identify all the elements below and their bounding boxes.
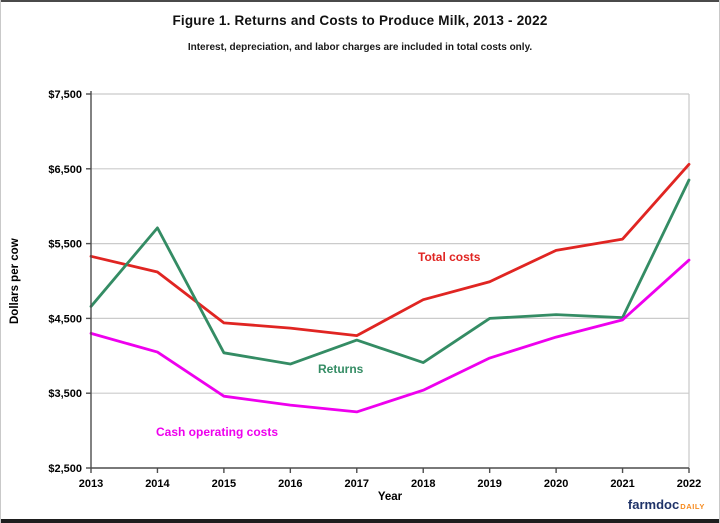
farmdoc-daily-logo: farmdocDAILY bbox=[628, 496, 705, 514]
svg-text:2020: 2020 bbox=[544, 478, 568, 490]
svg-text:$3,500: $3,500 bbox=[48, 388, 82, 400]
chart-subtitle: Interest, depreciation, and labor charge… bbox=[187, 42, 533, 53]
svg-text:2016: 2016 bbox=[278, 478, 302, 490]
chart-title: Figure 1. Returns and Costs to Produce M… bbox=[172, 13, 548, 28]
top-border bbox=[1, 0, 719, 2]
x-axis-title: Year bbox=[377, 491, 403, 503]
bottom-border bbox=[1, 519, 719, 523]
svg-text:$4,500: $4,500 bbox=[48, 313, 82, 325]
svg-text:$5,500: $5,500 bbox=[48, 239, 82, 251]
svg-text:2018: 2018 bbox=[411, 478, 435, 490]
svg-text:$6,500: $6,500 bbox=[48, 164, 82, 176]
series-label-cash-operating-costs: Cash operating costs bbox=[156, 425, 279, 439]
svg-text:2021: 2021 bbox=[610, 478, 634, 490]
svg-text:$2,500: $2,500 bbox=[48, 463, 82, 475]
svg-text:2017: 2017 bbox=[345, 478, 369, 490]
series-label-returns: Returns bbox=[318, 362, 364, 376]
svg-text:2013: 2013 bbox=[79, 478, 103, 490]
brand-farmdoc-text: farmdoc bbox=[627, 497, 680, 512]
svg-text:$7,500: $7,500 bbox=[48, 89, 82, 101]
svg-text:2019: 2019 bbox=[477, 478, 501, 490]
brand-daily-text: DAILY bbox=[680, 502, 705, 511]
svg-text:2022: 2022 bbox=[677, 478, 701, 490]
svg-text:2014: 2014 bbox=[145, 478, 170, 490]
series-label-total-costs: Total costs bbox=[418, 250, 481, 264]
svg-text:2015: 2015 bbox=[212, 478, 236, 490]
